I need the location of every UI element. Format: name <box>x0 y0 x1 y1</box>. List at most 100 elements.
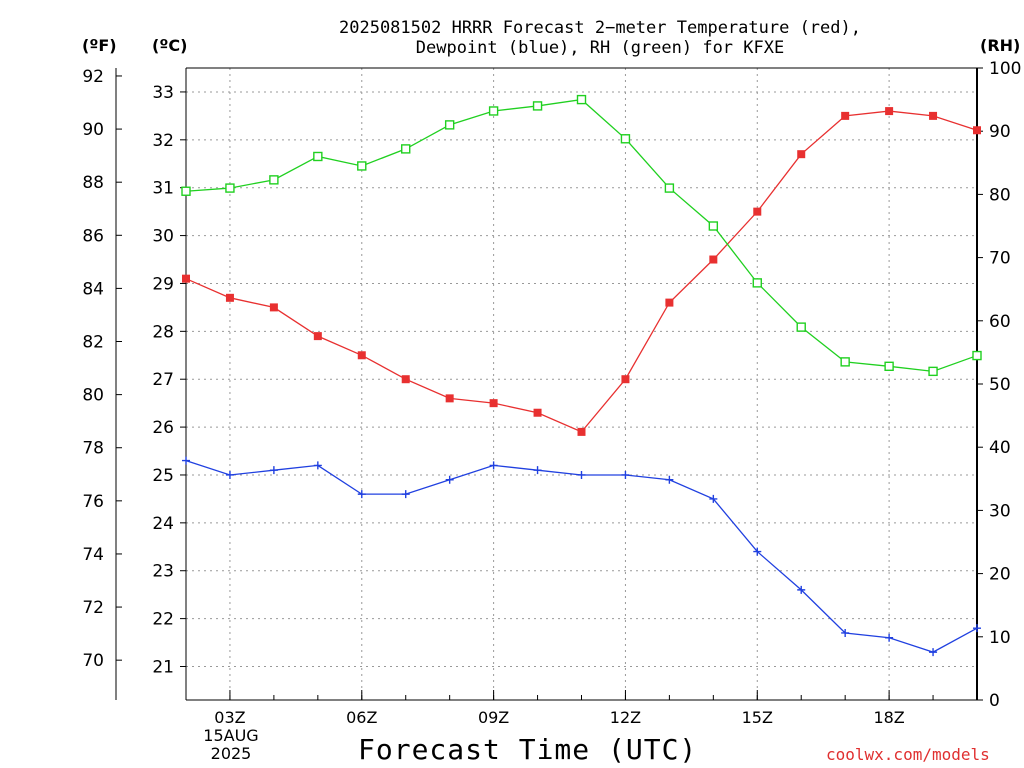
marker-temperature <box>577 427 586 436</box>
series-line-temperature <box>185 110 978 433</box>
unit-fahrenheit: (ºF) <box>82 36 117 55</box>
tick-label-f: 72 <box>82 598 104 618</box>
date-line1: 15AUG <box>203 726 259 745</box>
marker-rh <box>401 144 411 154</box>
tick-label-rh: 40 <box>989 438 1011 458</box>
marker-dewpoint <box>621 470 630 479</box>
marker-dewpoint <box>841 628 850 637</box>
marker-temperature <box>489 399 498 408</box>
marker-dewpoint <box>973 624 981 633</box>
marker-rh <box>620 134 631 144</box>
marker-temperature <box>665 298 674 307</box>
tick-label-f: 82 <box>82 333 104 353</box>
marker-rh <box>488 106 499 116</box>
marker-temperature <box>445 394 454 403</box>
series-line-dewpoint <box>185 459 978 653</box>
tick-label-x: 06Z <box>346 708 377 727</box>
marker-rh <box>532 101 543 111</box>
marker-dewpoint <box>489 461 498 470</box>
marker-temperature <box>797 150 806 159</box>
marker-rh <box>928 366 938 377</box>
marker-rh <box>576 94 587 105</box>
marker-temperature <box>973 126 981 135</box>
tick-label-rh: 60 <box>989 312 1011 332</box>
tick-label-c: 31 <box>152 179 174 199</box>
marker-rh <box>269 175 279 185</box>
marker-dewpoint <box>753 547 762 556</box>
chart-title-line1: 2025081502 HRRR Forecast 2−meter Tempera… <box>339 18 861 38</box>
tick-label-x: 09Z <box>478 708 509 727</box>
unit-celsius: (ºC) <box>152 36 188 55</box>
marker-temperature <box>401 375 410 384</box>
marker-dewpoint <box>929 648 938 657</box>
tick-label-rh: 90 <box>989 122 1011 142</box>
tick-label-c: 26 <box>152 418 174 438</box>
tick-label-c: 27 <box>152 370 174 390</box>
marker-dewpoint <box>533 466 542 475</box>
tick-label-rh: 20 <box>989 565 1011 585</box>
marker-rh <box>313 151 323 162</box>
tick-label-c: 30 <box>152 227 174 247</box>
marker-rh <box>357 161 367 171</box>
tick-label-rh: 80 <box>989 185 1011 205</box>
tick-label-x: 15Z <box>742 708 773 727</box>
marker-temperature <box>182 274 190 283</box>
tick-label-c: 22 <box>152 610 174 630</box>
tick-label-f: 76 <box>82 492 104 512</box>
marker-rh <box>181 186 191 196</box>
marker-temperature <box>929 111 938 120</box>
tick-label-c: 29 <box>152 274 174 294</box>
marker-temperature <box>885 107 894 116</box>
tick-label-f: 70 <box>82 651 104 671</box>
x-axis-label: Forecast Time (UTC) <box>358 733 698 766</box>
tick-label-f: 92 <box>82 67 104 87</box>
marker-dewpoint <box>665 475 674 484</box>
tick-label-f: 86 <box>82 226 104 246</box>
tick-label-f: 78 <box>82 439 104 459</box>
marker-temperature <box>753 207 762 216</box>
marker-rh <box>664 183 675 193</box>
marker-temperature <box>225 293 234 302</box>
tick-label-f: 88 <box>82 173 104 193</box>
marker-rh <box>225 183 235 193</box>
tick-label-x: 18Z <box>873 708 904 727</box>
marker-rh <box>752 278 762 288</box>
tick-label-c: 32 <box>152 131 174 151</box>
marker-temperature <box>269 303 278 312</box>
marker-rh <box>444 120 455 130</box>
date-line2: 2025 <box>210 744 252 763</box>
marker-rh <box>708 221 719 231</box>
tick-label-rh: 10 <box>989 628 1011 648</box>
tick-label-rh: 100 <box>989 59 1021 79</box>
tick-label-c: 21 <box>152 657 174 677</box>
chart-title-line2: Dewpoint (blue), RH (green) for KFXE <box>415 38 785 58</box>
tick-label-rh: 50 <box>989 375 1011 395</box>
marker-temperature <box>621 375 630 384</box>
tick-label-f: 90 <box>82 120 104 140</box>
tick-label-rh: 30 <box>989 501 1011 521</box>
tick-label-rh: 70 <box>989 249 1011 269</box>
marker-rh <box>884 361 894 372</box>
tick-label-x: 03Z <box>214 708 245 727</box>
marker-dewpoint <box>357 490 366 499</box>
marker-dewpoint <box>445 475 454 484</box>
tick-label-f: 84 <box>82 279 104 299</box>
marker-rh <box>840 357 850 367</box>
marker-dewpoint <box>313 461 322 470</box>
marker-temperature <box>357 351 366 360</box>
marker-dewpoint <box>182 456 190 465</box>
tick-label-c: 24 <box>152 514 174 534</box>
tick-label-rh: 0 <box>989 691 1000 711</box>
site-credit: coolwx.com/models <box>826 745 990 764</box>
marker-temperature <box>709 255 718 264</box>
unit-rh: (RH) <box>980 36 1021 55</box>
marker-dewpoint <box>577 470 586 479</box>
marker-dewpoint <box>709 494 718 503</box>
tick-label-x: 12Z <box>610 708 641 727</box>
marker-temperature <box>841 111 850 120</box>
marker-dewpoint <box>225 470 234 479</box>
tick-label-c: 33 <box>152 83 174 103</box>
marker-temperature <box>313 332 322 341</box>
marker-rh <box>796 322 806 332</box>
